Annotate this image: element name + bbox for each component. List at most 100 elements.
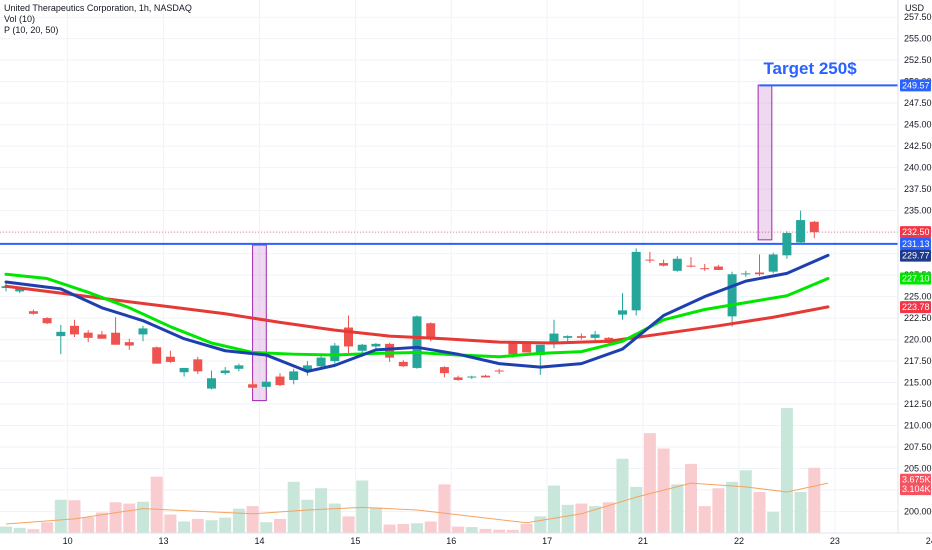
volume-bar <box>712 488 725 533</box>
volume-bar <box>0 526 12 533</box>
candle-body <box>234 365 244 369</box>
candle-body <box>261 381 271 387</box>
volume-bar <box>493 529 506 533</box>
candle-body <box>618 310 627 315</box>
price-badge <box>900 483 931 496</box>
candle-body <box>645 259 655 261</box>
y-tick-label: 225.00 <box>904 292 932 302</box>
price-badge <box>900 79 931 92</box>
y-tick-label: 240.00 <box>904 163 932 173</box>
candle-body <box>275 376 285 386</box>
volume-bar <box>287 481 300 533</box>
x-tick-label: 16 <box>446 536 456 546</box>
volume-bar <box>438 484 451 533</box>
legend-moving-averages[interactable]: P (10, 20, 50) <box>4 25 59 35</box>
candle-body <box>481 375 490 378</box>
price-badge-label: 231.13 <box>902 239 930 249</box>
candle-body <box>316 357 326 367</box>
volume-bar <box>68 500 81 533</box>
ma-50-line <box>4 284 830 345</box>
volume-bar <box>123 503 136 533</box>
volume-bar <box>232 508 245 533</box>
candle-body <box>782 232 792 256</box>
candle-body <box>302 365 312 371</box>
candle-body <box>494 370 504 372</box>
volume-bar <box>589 506 602 533</box>
volume-bar <box>328 503 341 533</box>
candle-body <box>357 344 367 351</box>
volume-bar <box>479 528 492 533</box>
volume-bar <box>383 524 396 533</box>
x-tick-label: 23 <box>830 536 840 546</box>
y-tick-label: 207.50 <box>904 442 932 452</box>
candle-body <box>796 220 806 243</box>
legend-volume[interactable]: Vol (10) <box>4 14 36 24</box>
volume-bar <box>27 529 40 533</box>
y-tick-label: 242.50 <box>904 141 932 151</box>
candle-body <box>70 325 79 335</box>
y-tick-label: 235.00 <box>904 206 932 216</box>
candle-body <box>549 333 559 344</box>
candle-body <box>453 377 463 380</box>
x-tick-label: 17 <box>542 536 552 546</box>
grid <box>0 0 932 533</box>
price-badge-label: 249.57 <box>902 80 930 90</box>
y-tick-label: 222.50 <box>904 313 932 323</box>
volume-bar <box>561 504 574 533</box>
volume-bar <box>315 488 328 533</box>
axis-currency: USD <box>905 3 925 13</box>
legend-symbol[interactable]: United Therapeutics Corporation, 1h, NAS… <box>4 3 192 13</box>
candle-body <box>165 356 175 362</box>
volume-bar <box>13 527 26 533</box>
candles <box>1 210 819 390</box>
candle-body <box>535 344 545 356</box>
candle-body <box>56 331 66 337</box>
y-tick-label: 247.50 <box>904 98 932 108</box>
volume-bar <box>657 448 670 533</box>
ma-10-line <box>4 253 830 373</box>
ma-20-line <box>4 272 830 359</box>
candle-body <box>124 342 134 346</box>
volume-bar <box>178 521 191 533</box>
price-badge <box>900 473 931 486</box>
volume-bar <box>616 458 629 533</box>
volume-bar <box>452 526 465 533</box>
candle-body <box>700 268 710 270</box>
volume-bar <box>424 521 437 533</box>
chart-legend: United Therapeutics Corporation, 1h, NAS… <box>4 3 192 36</box>
volume-bar <box>643 433 656 533</box>
y-tick-label: 245.00 <box>904 120 932 130</box>
price-badge-label: 227.10 <box>902 274 930 284</box>
volume-bar <box>54 499 67 533</box>
price-badge-label: 232.50 <box>902 227 930 237</box>
volume-bar <box>739 470 752 533</box>
x-tick-label: 13 <box>159 536 169 546</box>
volume-bar <box>82 517 95 533</box>
volume-bar <box>808 467 821 533</box>
volume-bar <box>698 506 711 533</box>
volume-bar <box>602 502 615 533</box>
volume-bar <box>520 523 533 533</box>
y-tick-label: 210.00 <box>904 421 932 431</box>
x-tick-label: 14 <box>254 536 264 546</box>
volume-bar <box>780 408 793 533</box>
x-tick-label: 15 <box>350 536 360 546</box>
candle-body <box>590 334 600 338</box>
volume-bar <box>506 529 519 533</box>
volume-bars <box>0 408 821 533</box>
candle-body <box>426 323 436 339</box>
volume-bar <box>95 512 108 533</box>
volume-bar <box>575 503 588 533</box>
volume-bar <box>246 506 259 533</box>
volume-bar <box>411 523 423 533</box>
candle-body <box>659 263 669 266</box>
volume-bar <box>465 527 478 533</box>
candle-body <box>385 343 395 358</box>
price-badge-label: 3.104K <box>902 484 931 494</box>
candle-body <box>741 273 751 275</box>
candle-body <box>28 311 38 314</box>
volume-bar <box>630 486 643 533</box>
volume-bar <box>109 502 122 533</box>
candle-body <box>563 336 573 338</box>
